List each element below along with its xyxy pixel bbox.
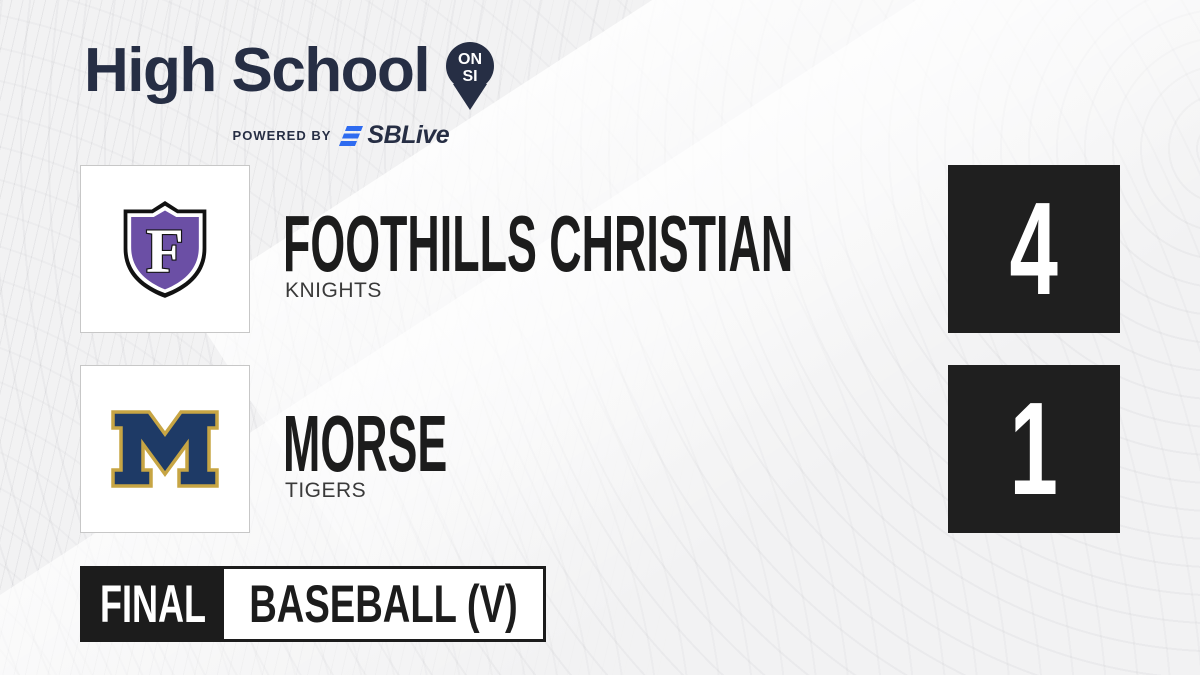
sblive-wordmark: SBLive	[367, 121, 450, 149]
powered-by-label: POWERED BY	[232, 128, 332, 143]
morse-block-m-icon	[111, 410, 219, 488]
pin-text-si: SI	[463, 68, 478, 85]
team2-logo-box	[80, 365, 250, 533]
team2-score: 1	[1009, 375, 1059, 522]
status-badge: FINAL	[83, 569, 224, 639]
site-title: High School	[84, 36, 431, 105]
foothills-shield-icon: F	[123, 201, 207, 298]
game-status-bar: FINAL BASEBALL (V)	[80, 566, 546, 642]
sport-badge: BASEBALL (V)	[224, 569, 543, 639]
status-text: FINAL	[100, 574, 207, 634]
team1-mascot: KNIGHTS	[285, 279, 382, 302]
pin-text-on: ON	[458, 51, 482, 68]
powered-by-row: POWERED BY SBLive	[84, 121, 450, 149]
team2-name: MORSE	[283, 399, 448, 488]
sblive-logo: SBLive	[339, 121, 450, 149]
team2-mascot: TIGERS	[285, 479, 367, 502]
on-si-pin-icon: ON SI	[446, 42, 495, 110]
team2-score-box: 1	[948, 365, 1120, 533]
team1-score-box: 4	[948, 165, 1120, 333]
team1-score: 4	[1009, 175, 1059, 322]
sport-text: BASEBALL (V)	[249, 574, 518, 634]
team1-logo-box: F	[80, 165, 250, 333]
team1-name: FOOTHILLS CHRISTIAN	[283, 199, 794, 288]
header: High School ON SI POWERED BY SBLive	[84, 40, 495, 148]
shield-letter: F	[146, 218, 184, 286]
sblive-bolt-icon	[339, 125, 364, 146]
